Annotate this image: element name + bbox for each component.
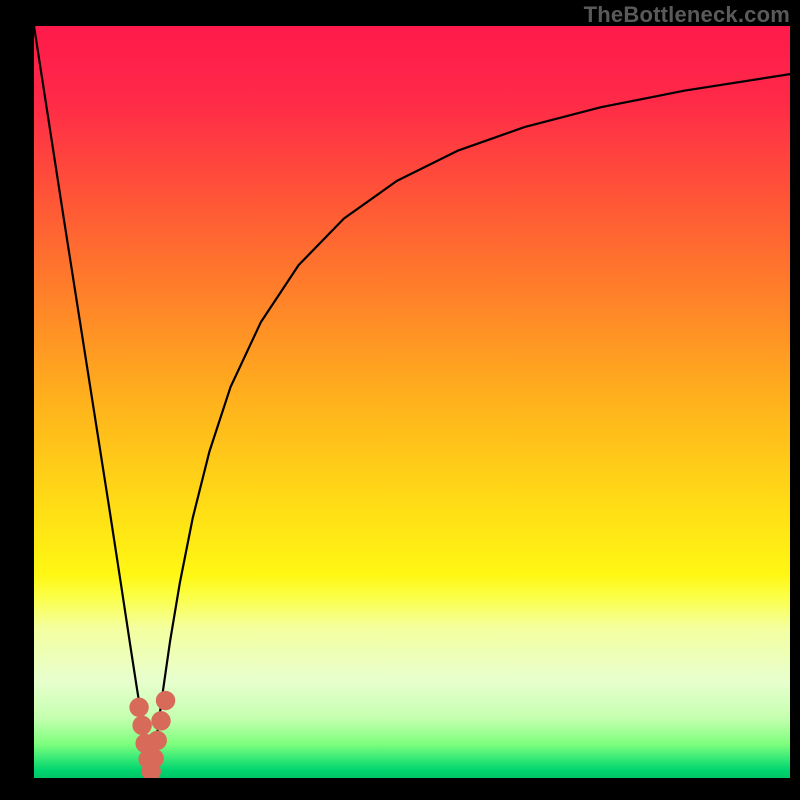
marker-point <box>152 712 170 730</box>
chart-frame: TheBottleneck.com <box>0 0 800 800</box>
marker-point <box>133 716 151 734</box>
gradient-background <box>34 26 790 778</box>
marker-point <box>130 698 148 716</box>
marker-point <box>148 731 166 749</box>
watermark-text: TheBottleneck.com <box>584 2 790 28</box>
bottleneck-curve-chart <box>34 26 790 778</box>
plot-area <box>34 26 790 778</box>
marker-point <box>145 749 163 767</box>
marker-point <box>156 691 174 709</box>
